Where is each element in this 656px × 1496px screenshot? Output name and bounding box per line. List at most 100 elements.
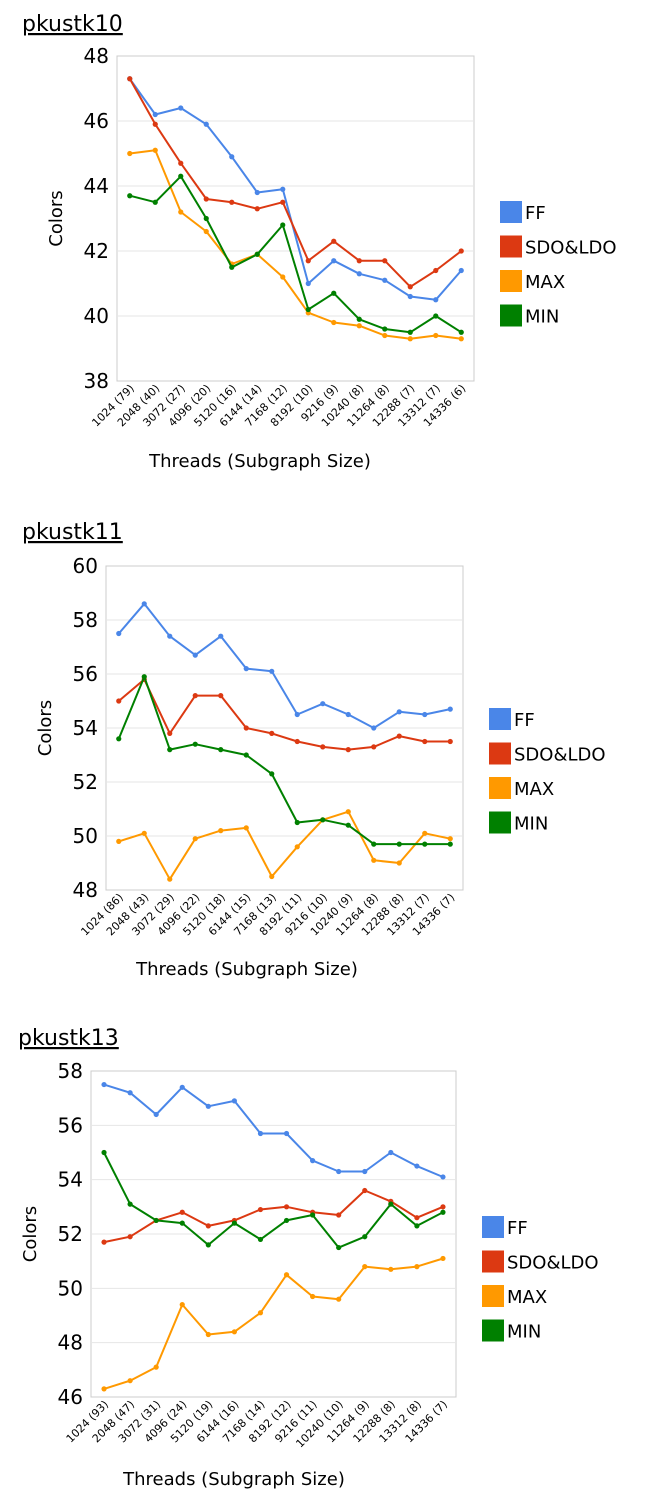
data-point [167,876,173,882]
legend-label: SDO&LDO [507,1253,599,1274]
data-point [269,771,275,777]
data-point [447,738,453,745]
data-point [254,206,260,212]
data-point [458,267,464,274]
data-point [229,154,235,160]
data-point [414,1264,420,1270]
data-point [269,873,275,880]
data-point [178,209,184,215]
legend-swatch [500,201,522,223]
data-point [218,747,224,753]
data-point [192,836,198,842]
data-point [356,316,362,322]
data-point [192,693,198,699]
data-point [345,809,351,815]
plot-area [116,55,475,382]
series-line-min [117,675,451,846]
data-point [362,1264,368,1270]
data-point [205,1242,211,1248]
data-point [153,1111,159,1118]
chart-title: pkustk13 [18,1026,119,1051]
data-point [320,701,326,707]
data-point [101,1239,107,1245]
data-point [382,332,388,339]
data-point [382,277,388,283]
series-line-sdoldo [118,678,451,751]
y-tick-label: 56 [73,662,98,686]
legend-swatch [489,742,511,765]
data-point [458,329,464,335]
data-point [152,121,158,127]
data-point [433,313,439,319]
data-point [414,1215,420,1221]
y-axis-label: Colors [46,190,67,246]
y-tick-label: 48 [58,1331,83,1355]
data-point [127,150,133,157]
data-point [345,822,351,828]
x-axis-label: Threads (Subgraph Size) [148,451,371,472]
y-tick-label: 46 [84,109,109,133]
data-point [178,160,184,166]
data-point [336,1296,342,1302]
y-tick-label: 50 [73,824,98,848]
y-axis-label: Colors [20,1206,41,1262]
data-point [167,730,173,737]
data-point [362,1168,368,1175]
legend-label: MIN [525,307,559,328]
data-point [269,730,275,737]
series-line-sdoldo [103,1189,444,1244]
data-point [280,274,286,280]
series-line-ff [128,78,463,301]
data-point [336,1244,342,1251]
data-point [101,1149,107,1156]
x-axis-label: Threads (Subgraph Size) [122,1469,345,1490]
data-point [127,1234,133,1240]
data-point [371,841,377,847]
data-point [396,841,402,847]
data-point [407,293,413,300]
data-point [382,258,388,264]
series-line-min [103,1152,444,1249]
y-tick-label: 38 [84,369,109,393]
data-point [371,744,377,750]
data-point [280,222,286,228]
legend-label: FF [514,710,535,731]
data-point [101,1081,107,1088]
y-tick-label: 46 [58,1385,83,1409]
y-tick-label: 50 [58,1276,83,1300]
data-point [407,284,413,290]
data-point [257,1310,264,1316]
data-point [447,836,453,842]
data-point [127,1090,133,1096]
y-tick-label: 48 [84,44,109,68]
chart-title: pkustk10 [22,12,123,37]
legend-swatch [489,777,511,799]
data-point [382,326,388,332]
data-point [231,1329,237,1335]
data-point [320,817,326,823]
y-tick-label: 42 [84,239,109,263]
data-point [218,828,224,834]
chart-title: pkustk11 [22,520,123,545]
data-point [127,76,133,82]
data-point [203,215,209,222]
data-point [203,121,209,127]
data-point [153,1364,159,1370]
data-point [283,1272,290,1278]
data-point [231,1098,237,1104]
data-point [447,841,453,847]
data-point [243,752,249,758]
data-point [396,709,402,715]
y-tick-label: 54 [58,1168,83,1192]
data-point [231,1220,237,1226]
data-point [141,601,147,607]
data-point [192,741,198,747]
data-point [362,1234,368,1240]
data-point [388,1266,394,1272]
data-point [257,1236,264,1243]
data-point [414,1163,420,1169]
data-point [414,1223,420,1229]
data-point [152,147,158,153]
